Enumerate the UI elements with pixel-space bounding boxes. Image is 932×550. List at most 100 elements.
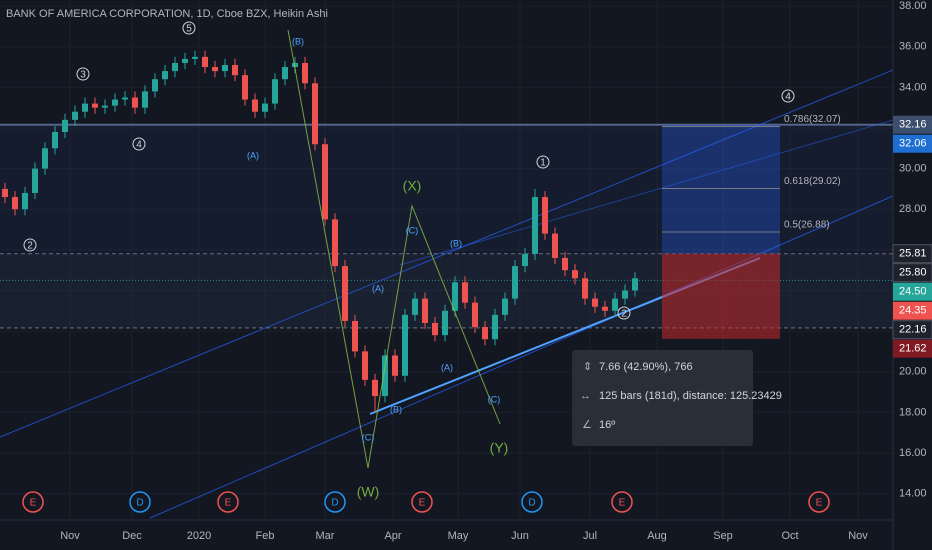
wave-label: (Y) xyxy=(490,440,509,456)
candle-body xyxy=(622,290,628,299)
annotations: 2 3 4 5 (A) (B) (X) (W) (Y) (C) (A) (C) (B) (B) (A) (C)… xyxy=(22,21,830,513)
event-label: E xyxy=(30,498,37,509)
wave-label: (C) xyxy=(488,394,501,404)
price-tag-label: 25.80 xyxy=(899,267,927,279)
candle-body xyxy=(282,67,288,80)
candle-body xyxy=(62,119,68,133)
candle-body xyxy=(412,298,418,315)
x-tick-label: Oct xyxy=(781,530,798,542)
candle-body xyxy=(242,75,248,100)
position-box: 0.786(32.07) 0.618(29.02) 0.5(26.88) xyxy=(662,114,841,339)
candle-body xyxy=(302,62,308,84)
candle-body xyxy=(572,270,578,279)
candle-body xyxy=(602,306,608,311)
price-tag-label: 24.35 xyxy=(899,305,927,317)
candle-body xyxy=(152,79,158,92)
candle-body xyxy=(182,58,188,63)
candle-body xyxy=(482,327,488,340)
candle-body xyxy=(352,320,358,352)
y-tick-label: 18.00 xyxy=(899,406,927,418)
candle-body xyxy=(562,257,568,271)
candle-body xyxy=(102,105,108,108)
candle-body xyxy=(122,97,128,100)
measure-icon: ↔ xyxy=(580,390,591,402)
wave-label: (B) xyxy=(450,238,462,248)
event-marker xyxy=(324,491,346,513)
wave-circle xyxy=(536,155,550,169)
y-tick-label: 38.00 xyxy=(899,0,927,12)
x-tick-label: Sep xyxy=(713,530,733,542)
price-tag-label: 25.81 xyxy=(899,248,927,260)
x-tick-label: Nov xyxy=(60,530,80,542)
candle-body xyxy=(612,298,618,311)
candles xyxy=(2,50,638,413)
candle-body xyxy=(142,91,148,108)
candle-body xyxy=(592,298,598,307)
event-label: D xyxy=(331,498,338,509)
fib-label: 0.5(26.88) xyxy=(784,220,830,231)
candle-body xyxy=(452,282,458,311)
candle-body xyxy=(472,302,478,328)
candle-body xyxy=(402,314,408,376)
x-tick-label: Jun xyxy=(511,530,529,542)
candle-body xyxy=(42,148,48,169)
price-tag-label: 32.06 xyxy=(899,138,927,150)
stop-zone xyxy=(662,253,780,339)
y-tick-label: 16.00 xyxy=(899,447,927,459)
candle-body xyxy=(112,99,118,106)
measure-icon: ∠ xyxy=(582,419,592,431)
measure-bg xyxy=(572,350,753,446)
price-tag xyxy=(893,339,932,358)
measure-text: 125 bars (181d), distance: 125.23429 xyxy=(599,390,782,402)
candle-body xyxy=(532,197,538,254)
candle-body xyxy=(582,278,588,299)
candle-body xyxy=(132,97,138,108)
target-zone xyxy=(662,124,780,254)
x-tick-label: Feb xyxy=(256,530,275,542)
price-tag-label: 21.62 xyxy=(899,343,927,355)
candle-body xyxy=(292,62,298,68)
wave-label: 2 xyxy=(621,309,627,320)
candle-body xyxy=(252,99,258,112)
candle-body xyxy=(442,310,448,336)
candle-body xyxy=(312,83,318,145)
price-tag-label: 22.16 xyxy=(899,324,927,336)
x-tick-label: Aug xyxy=(647,530,667,542)
candle-body xyxy=(372,379,378,397)
candle-body xyxy=(322,144,328,220)
price-tag-label: 32.16 xyxy=(899,119,927,131)
price-tag-label: 24.50 xyxy=(899,286,927,298)
price-tag xyxy=(893,301,932,320)
y-tick-label: 28.00 xyxy=(899,203,927,215)
candle-body xyxy=(92,103,98,108)
candle-body xyxy=(52,132,58,149)
x-tick-label: Nov xyxy=(848,530,868,542)
candle-body xyxy=(432,322,438,336)
candle-body xyxy=(2,188,8,198)
wave-label: (A) xyxy=(441,362,453,372)
candle-body xyxy=(542,197,548,234)
candle-body xyxy=(502,298,508,315)
channel-line xyxy=(0,69,894,438)
event-marker xyxy=(808,491,830,513)
measure-text: 7.66 (42.90%), 766 xyxy=(599,361,693,373)
event-label: E xyxy=(816,498,823,509)
wave-circle xyxy=(23,238,37,252)
candle-body xyxy=(342,266,348,321)
event-marker xyxy=(411,491,433,513)
event-label: E xyxy=(619,498,626,509)
wave-label: 2 xyxy=(27,241,33,252)
wave-label: (C) xyxy=(362,432,375,442)
candle-body xyxy=(232,65,238,76)
candle-body xyxy=(462,282,468,303)
x-tick-label: Jul xyxy=(583,530,597,542)
candle-body xyxy=(512,266,518,299)
measure-text: 16º xyxy=(599,419,615,431)
candle-body xyxy=(192,56,198,59)
wave-circle xyxy=(617,306,631,320)
candle-body xyxy=(552,233,558,258)
wave-label: (W) xyxy=(357,484,380,500)
candle-body xyxy=(22,192,28,210)
